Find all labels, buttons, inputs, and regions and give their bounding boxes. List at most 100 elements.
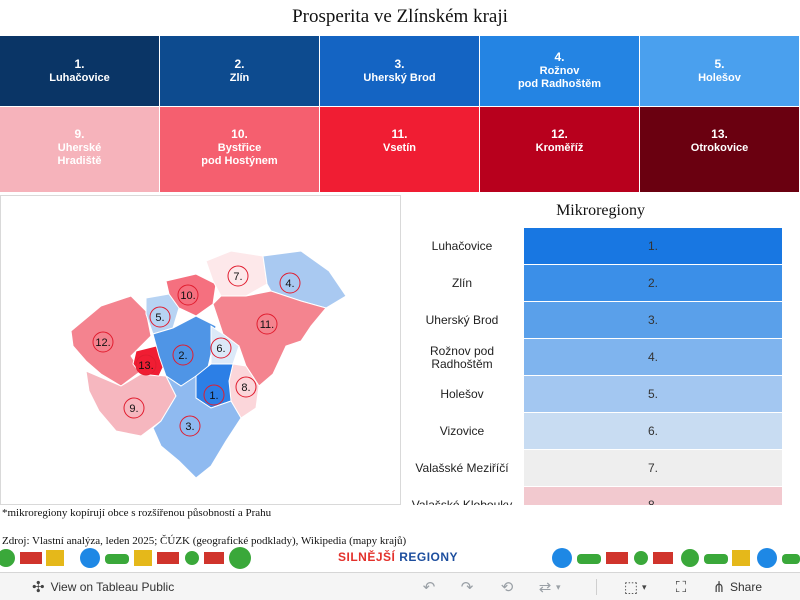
view-on-tableau-button[interactable]: ✣ View on Tableau Public xyxy=(32,573,174,600)
gear-icon xyxy=(185,551,199,565)
tile-name-line: Kroměříž xyxy=(535,142,584,154)
list-row[interactable]: Holešov 5. xyxy=(401,376,800,413)
map-label-text: 13. xyxy=(138,360,153,372)
list-row[interactable]: Uherský Brod 3. xyxy=(401,302,800,339)
map-label-7: 7. xyxy=(227,265,249,287)
list-row-rank[interactable]: 3. xyxy=(524,302,782,338)
list-row-rank[interactable]: 1. xyxy=(524,228,782,264)
list-title: Mikroregiony xyxy=(556,202,645,219)
tile-name-line: Luhačovice xyxy=(49,71,110,84)
map-label-10: 10. xyxy=(177,284,199,306)
list-row-name: Holešov xyxy=(440,387,484,401)
car-icon xyxy=(782,554,800,564)
list-row-name: Rožnov pod Radhoštěm xyxy=(429,343,495,371)
share-label: Share xyxy=(730,580,763,594)
map-label-text: 6. xyxy=(216,343,225,355)
tile-rank: 4. xyxy=(554,50,565,64)
fullscreen-button[interactable]: ⛶ xyxy=(670,573,692,600)
microregion-list-panel[interactable]: Mikroregiony Luhačovice 1. Zlín 2. Uhers… xyxy=(401,195,800,505)
list-row-rank[interactable]: 6. xyxy=(524,413,782,449)
list-row-rank[interactable]: 7. xyxy=(524,450,782,486)
view-on-tableau-label: View on Tableau Public xyxy=(50,580,175,594)
refresh-button[interactable]: ⇄ ▾ xyxy=(534,573,561,600)
undo-icon: ↶ xyxy=(422,579,436,596)
tile-name-line: Bystřice xyxy=(217,142,262,154)
tile-rank-12[interactable]: 12. Kroměříž xyxy=(480,107,640,193)
list-row-rank[interactable]: 2. xyxy=(524,265,782,301)
tile-rank: 5. xyxy=(714,56,725,71)
tile-name-line: Zlín xyxy=(229,71,250,84)
factory-icon xyxy=(732,550,750,566)
source-note: Zdroj: Vlastní analýza, leden 2025; ČÚZK… xyxy=(2,535,407,547)
map-label-2: 2. xyxy=(172,344,194,366)
redo-button[interactable]: ↷ xyxy=(456,573,478,600)
globe-icon xyxy=(0,549,15,567)
tile-rank: 12. xyxy=(551,127,568,141)
tile-rank-13[interactable]: 13. Otrokovice xyxy=(640,107,800,193)
map-label-text: 5. xyxy=(155,312,164,324)
list-row-name: Valašské Meziříčí xyxy=(415,461,509,475)
map-label-text: 8. xyxy=(241,382,250,394)
decorative-icon-strip xyxy=(0,544,800,572)
list-row[interactable]: Rožnov pod Radhoštěm 4. xyxy=(401,339,800,376)
tile-name-line: Uherské xyxy=(57,142,102,154)
tile-rank-4[interactable]: 4. Rožnov pod Radhoštěm xyxy=(480,36,640,107)
list-row[interactable]: Valašské Klobouky 8. xyxy=(401,487,800,505)
share-icon: ⋔ xyxy=(712,579,726,596)
list-row-rank[interactable]: 5. xyxy=(524,376,782,412)
bench-icon xyxy=(606,552,628,564)
list-row[interactable]: Valašské Meziříčí 7. xyxy=(401,450,800,487)
brand-part-2: REGIONY xyxy=(395,550,459,564)
list-row-rank[interactable]: 4. xyxy=(524,339,782,375)
revert-button[interactable]: ⟲ xyxy=(496,573,518,600)
list-row-name: Luhačovice xyxy=(431,239,493,253)
tile-name-line: Hradiště xyxy=(57,155,102,167)
list-row[interactable]: Zlín 2. xyxy=(401,265,800,302)
right-icons xyxy=(552,548,800,568)
list-row[interactable]: Luhačovice 1. xyxy=(401,228,800,265)
tile-rank-11[interactable]: 11. Vsetín xyxy=(320,107,480,193)
microregion-list[interactable]: Luhačovice 1. Zlín 2. Uherský Brod 3. Ro… xyxy=(401,228,800,505)
map-label-9: 9. xyxy=(123,397,145,419)
list-row-rank[interactable]: 8. xyxy=(524,487,782,505)
tile-rank: 11. xyxy=(391,127,408,141)
map-label-text: 11. xyxy=(260,319,274,331)
map-label-4: 4. xyxy=(279,272,301,294)
tile-rank-10[interactable]: 10. Bystřice pod Hostýnem xyxy=(160,107,320,193)
region-map[interactable]: 1. 2. 3. 4. 5. 6. 7. 8. xyxy=(0,195,401,505)
redo-icon: ↷ xyxy=(460,579,474,596)
tile-rank: 9. xyxy=(74,127,85,141)
share-button[interactable]: ⋔ Share xyxy=(708,573,762,600)
tile-rank-3[interactable]: 3. Uherský Brod xyxy=(320,36,480,107)
tile-rank: 1. xyxy=(74,56,85,71)
hill-icon xyxy=(681,549,699,567)
left-icons xyxy=(0,547,251,569)
revert-icon: ⟲ xyxy=(500,579,514,596)
tile-rank: 10. xyxy=(231,127,248,141)
tableau-toolbar: ✣ View on Tableau Public ↶ ↷ ⟲ ⇄ ▾ ⬚ ▾ ⛶ ⋔… xyxy=(0,572,800,600)
map-label-text: 12. xyxy=(95,337,110,349)
tile-rank-2[interactable]: 2. Zlín xyxy=(160,36,320,107)
download-button[interactable]: ⬚ ▾ xyxy=(620,573,647,600)
bus-icon xyxy=(20,552,42,564)
car-icon xyxy=(704,554,728,564)
tile-name-line: Vsetín xyxy=(382,142,416,154)
list-row-name: Vizovice xyxy=(439,424,485,438)
map-label-6: 6. xyxy=(210,337,232,359)
tile-rank-9[interactable]: 9. Uherské Hradiště xyxy=(0,107,160,193)
undo-button[interactable]: ↶ xyxy=(418,573,440,600)
map-label-text: 3. xyxy=(185,421,194,433)
list-row-name: Uherský Brod xyxy=(425,313,499,327)
tile-rank-5[interactable]: 5. Holešov xyxy=(640,36,800,107)
list-row-name: Valašské Klobouky xyxy=(411,498,513,506)
globe-icon xyxy=(757,548,777,568)
map-svg[interactable]: 1. 2. 3. 4. 5. 6. 7. 8. xyxy=(1,196,400,504)
map-label-12: 12. xyxy=(92,331,114,353)
list-row[interactable]: Vizovice 6. xyxy=(401,413,800,450)
footnote: *mikroregiony kopírují obce s rozšířenou… xyxy=(2,507,272,519)
tile-name-line: Otrokovice xyxy=(690,142,749,154)
factory-icon xyxy=(46,550,64,566)
tile-rank-1[interactable]: 1. Luhačovice xyxy=(0,36,160,107)
hill-icon xyxy=(229,547,251,569)
map-label-text: 4. xyxy=(285,278,294,290)
